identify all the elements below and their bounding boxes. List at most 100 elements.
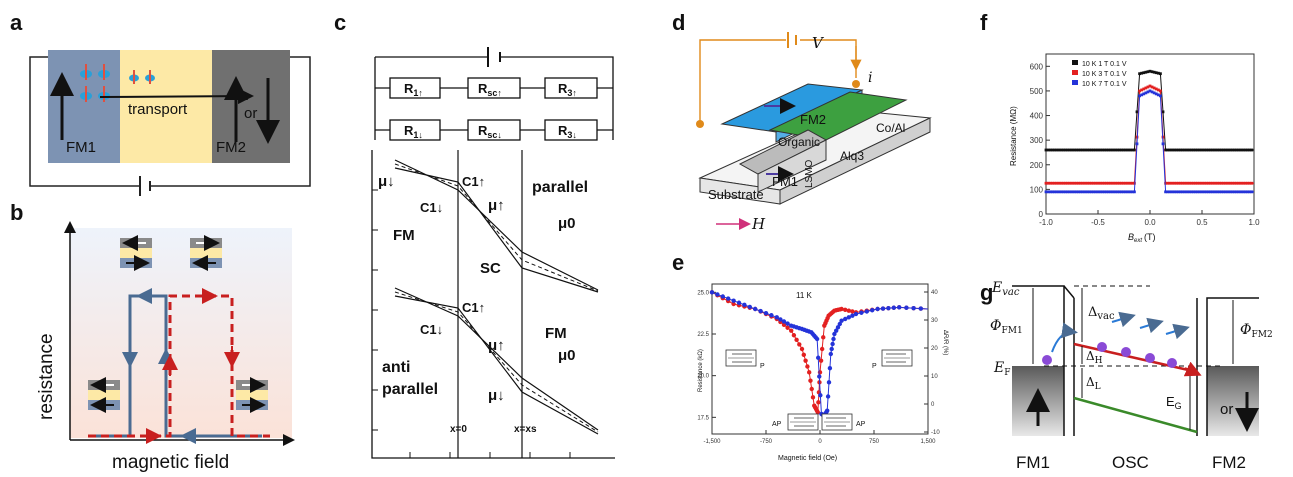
data-point: [1233, 181, 1236, 185]
data-point: [1146, 70, 1150, 74]
data-point: [1168, 148, 1172, 152]
data-point: [1159, 72, 1162, 76]
data-point: [1166, 181, 1170, 185]
data-point: [817, 374, 822, 379]
data-point: [853, 311, 859, 317]
label-mu-down: μ↓: [378, 173, 395, 190]
data-point: [1142, 87, 1146, 91]
data-point: [808, 378, 813, 383]
data-point: [1055, 148, 1059, 152]
y-tick-label: 22.5: [697, 332, 709, 338]
spin-valve-antiparallel-icon: [120, 235, 222, 271]
data-point: [753, 306, 758, 312]
data-point: [1092, 190, 1096, 194]
battery-gap: [141, 180, 149, 192]
data-point: [797, 342, 802, 347]
alq3-label: Alq3: [840, 149, 864, 163]
data-point: [815, 410, 821, 415]
data-point: [1046, 148, 1050, 152]
data-point: [1179, 148, 1182, 152]
data-point: [1115, 190, 1119, 194]
state-label-p-right: P: [872, 363, 877, 370]
data-point: [818, 393, 823, 398]
data-point: [1150, 90, 1154, 94]
data-point: [1213, 148, 1217, 152]
data-point: [1185, 181, 1189, 185]
data-point: [843, 316, 848, 322]
resistor-r3-down: R: [558, 123, 568, 138]
data-point: [1068, 148, 1072, 152]
substrate-label: Substrate: [708, 187, 764, 202]
data-point: [1228, 190, 1232, 194]
data-point: [1061, 148, 1065, 152]
label-mu0-2: μ0: [558, 347, 576, 364]
svg-text:Δvac: Δvac: [1088, 305, 1115, 322]
data-point: [1220, 181, 1223, 185]
data-point: [826, 380, 832, 385]
data-point: [1200, 181, 1204, 185]
data-point: [1172, 181, 1176, 185]
data-point: [1250, 181, 1254, 185]
data-point: [1217, 190, 1221, 194]
data-point: [1200, 148, 1204, 152]
data-point: [1079, 190, 1083, 194]
data-point: [904, 305, 909, 310]
data-point: [1057, 181, 1061, 185]
lumo-line: [1073, 342, 1198, 374]
data-point: [1235, 190, 1239, 194]
data-point: [1051, 148, 1054, 152]
data-point: [747, 304, 752, 310]
data-point: [1070, 148, 1074, 152]
data-point: [1237, 148, 1241, 152]
mu0-curve: [394, 291, 599, 433]
x-tick-label: 750: [869, 439, 880, 445]
data-point: [1059, 190, 1063, 194]
label-mu0: μ0: [558, 215, 576, 232]
data-point: [1068, 181, 1072, 185]
svg-text:R3↑: R3↑: [558, 81, 577, 98]
data-point: [1250, 148, 1254, 152]
data-point: [1098, 190, 1102, 194]
data-point: [1174, 181, 1178, 185]
data-point: [1057, 148, 1061, 152]
data-point: [1094, 148, 1098, 152]
data-point: [1202, 181, 1206, 185]
data-point: [1198, 148, 1202, 152]
data-point: [1204, 181, 1208, 185]
data-point: [1051, 190, 1054, 194]
panel-label-b: b: [10, 200, 23, 225]
data-point: [1207, 148, 1210, 152]
data-point: [1126, 190, 1130, 194]
data-point: [1085, 181, 1089, 185]
data-point: [1085, 148, 1089, 152]
data-point: [1209, 148, 1213, 152]
current-label: i: [868, 70, 872, 86]
legend-marker: [1072, 80, 1078, 85]
eg-label: E: [1166, 394, 1175, 409]
data-point: [1179, 181, 1182, 185]
fm1-barrier: [1012, 285, 1075, 436]
ef-label: E: [993, 360, 1004, 376]
data-point: [1107, 190, 1111, 194]
data-point: [1109, 181, 1113, 185]
data-point: [1072, 181, 1076, 185]
data-point: [1239, 148, 1243, 152]
data-point: [918, 306, 923, 311]
y-tick-label-right: 40: [931, 290, 938, 296]
svg-text:Rsc↑: Rsc↑: [478, 81, 502, 98]
data-point: [1248, 181, 1252, 185]
data-point: [1142, 71, 1146, 75]
data-point: [1111, 148, 1115, 152]
data-point: [1224, 181, 1228, 185]
coal-label: Co/Al: [876, 121, 905, 135]
data-point: [791, 333, 797, 338]
label-mu-up: μ↑: [488, 197, 505, 214]
y-axis-label-left: Resistance (kΩ): [698, 349, 704, 392]
data-point: [1128, 148, 1132, 152]
data-point: [1133, 190, 1136, 194]
data-point: [1174, 190, 1178, 194]
data-point: [1187, 181, 1191, 185]
data-point: [875, 306, 880, 312]
data-point: [1196, 148, 1200, 152]
injection-arrow-icon: [1051, 322, 1078, 353]
